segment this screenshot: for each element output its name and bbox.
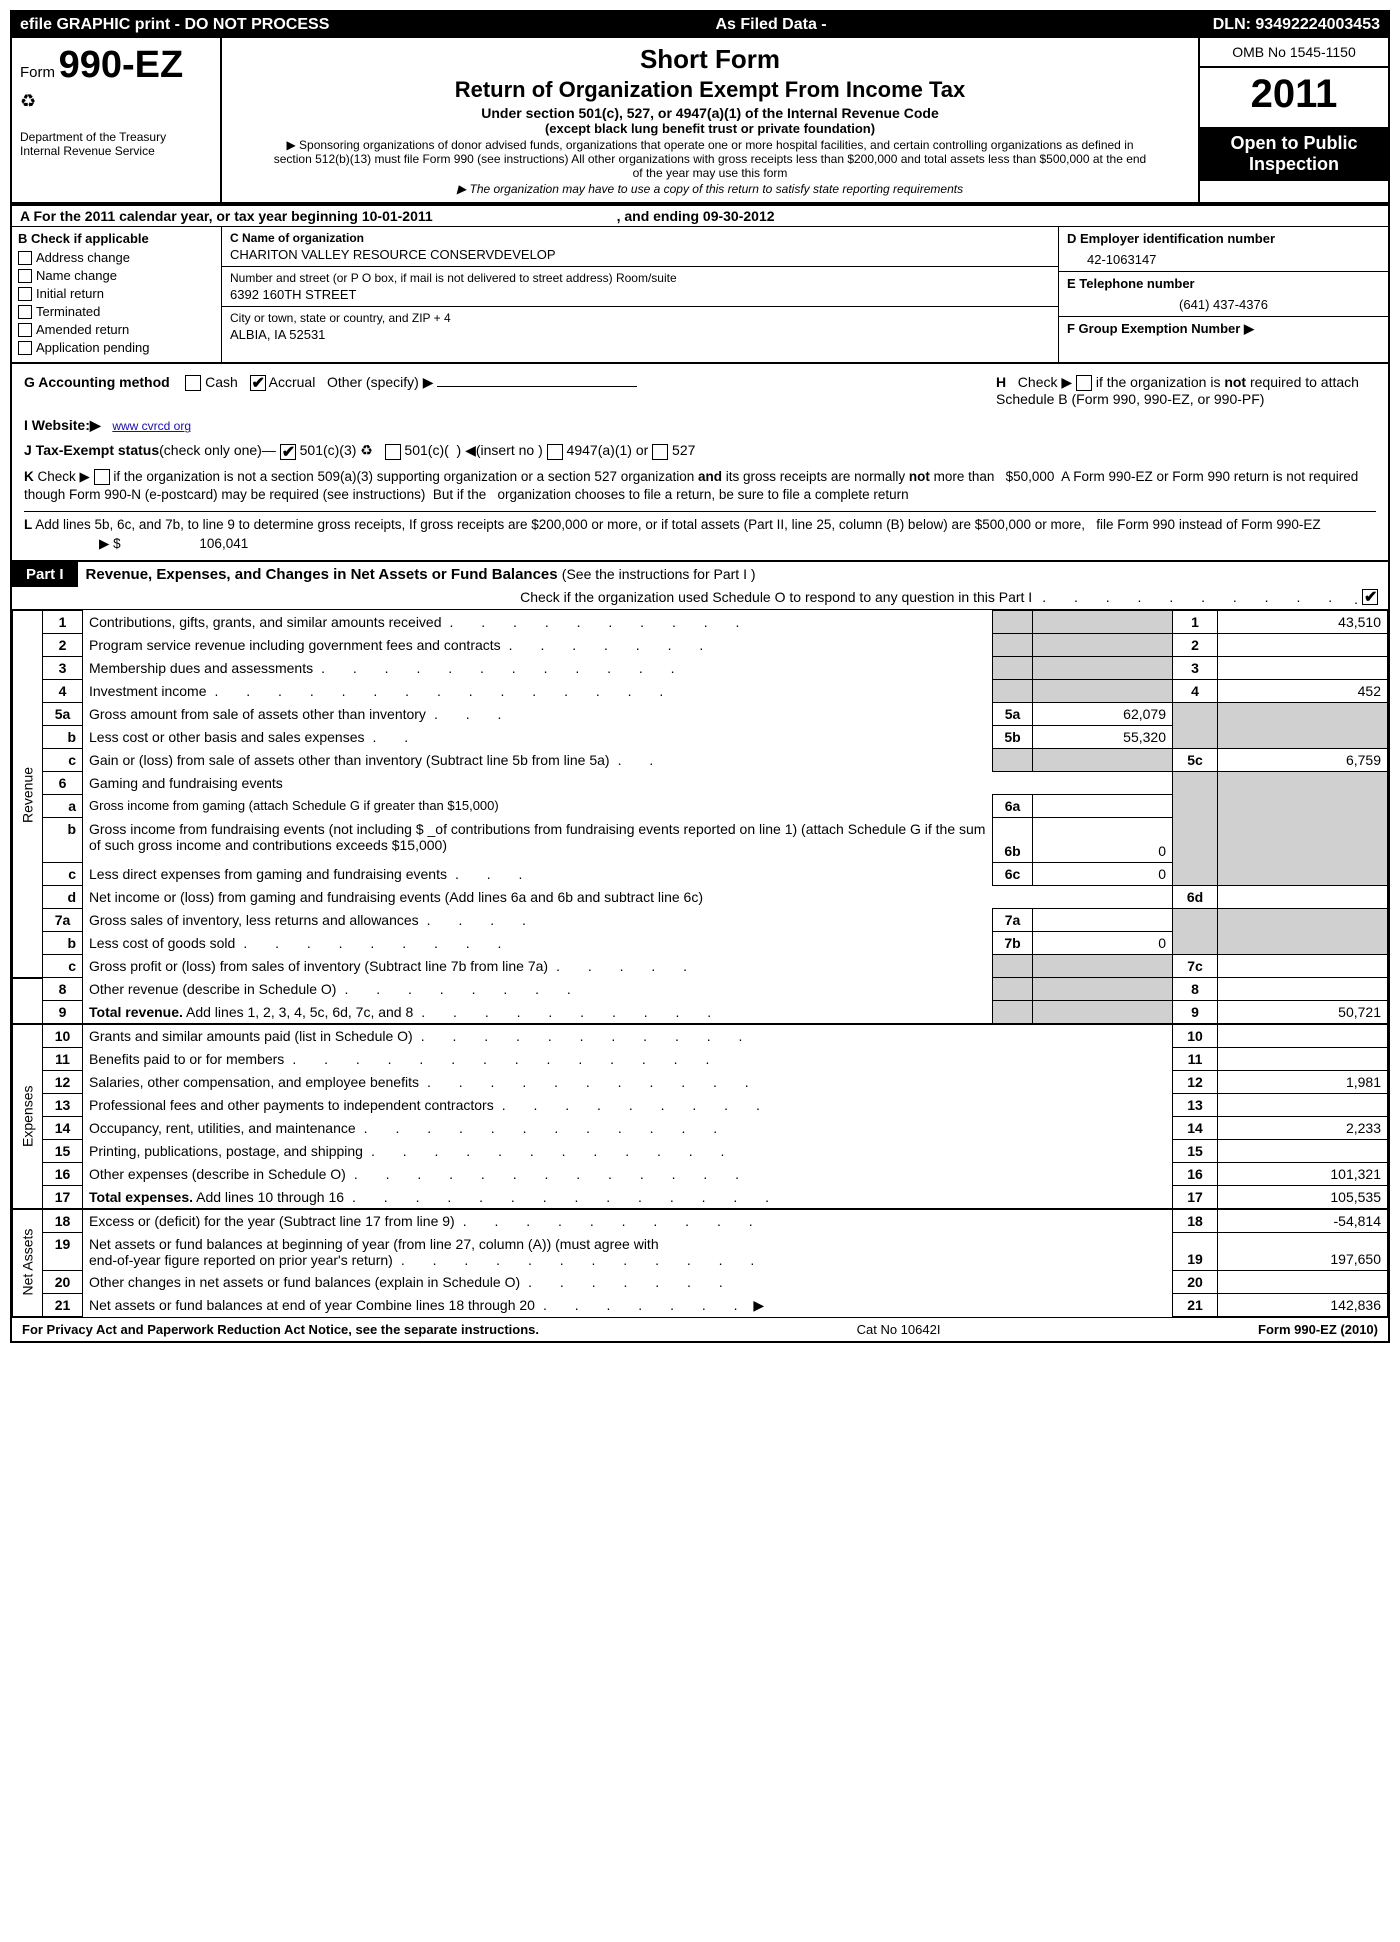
g-label: G Accounting method <box>24 374 170 390</box>
chk-schedule-o[interactable] <box>1362 589 1378 605</box>
section-a-ending: , and ending 09-30-2012 <box>617 208 775 224</box>
form-prefix: Form <box>20 64 55 81</box>
line-h: H Check ▶ if the organization is not req… <box>996 374 1376 407</box>
form-990ez-page: efile GRAPHIC print - DO NOT PROCESS As … <box>10 10 1390 1343</box>
part1-check-o: Check if the organization used Schedule … <box>12 587 1388 610</box>
street-value: 6392 160TH STREET <box>230 287 1050 302</box>
footer-right: Form 990-EZ (2010) <box>1258 1322 1378 1337</box>
org-name-label: C Name of organization <box>230 231 1050 245</box>
top-bar: efile GRAPHIC print - DO NOT PROCESS As … <box>12 12 1388 38</box>
section-a-text: A For the 2011 calendar year, or tax yea… <box>20 208 433 224</box>
part1-header: Part I Revenue, Expenses, and Changes in… <box>12 560 1388 587</box>
topbar-right: DLN: 93492224003453 <box>1213 16 1380 34</box>
line-g-h: G Accounting method Cash Accrual Other (… <box>24 374 1376 407</box>
chk-h[interactable] <box>1076 375 1092 391</box>
checkbox-icon <box>18 341 32 355</box>
city-value: ALBIA, IA 52531 <box>230 327 1050 342</box>
checkbox-icon <box>18 287 32 301</box>
open-public-1: Open to Public <box>1206 133 1382 154</box>
chk-501c3[interactable] <box>280 444 296 460</box>
line-g: G Accounting method Cash Accrual Other (… <box>24 374 637 407</box>
header-note1: ▶ Sponsoring organizations of donor advi… <box>270 138 1150 180</box>
street-block: Number and street (or P O box, if mail i… <box>222 267 1058 307</box>
side-revenue: Revenue <box>13 611 43 978</box>
checkbox-icon <box>18 323 32 337</box>
chk-k[interactable] <box>94 469 110 485</box>
section-a: A For the 2011 calendar year, or tax yea… <box>12 204 1388 227</box>
group-exempt-label: F Group Exemption Number ▶ <box>1067 321 1380 337</box>
footer-mid: Cat No 10642I <box>857 1322 941 1337</box>
website-link[interactable]: www cvrcd org <box>112 419 191 433</box>
topbar-mid: As Filed Data - <box>715 16 826 34</box>
topbar-left: efile GRAPHIC print - DO NOT PROCESS <box>20 16 329 34</box>
header-row: Form 990-EZ ♻ Department of the Treasury… <box>12 38 1388 204</box>
line-i: I Website:▶ www cvrcd org <box>24 417 1376 434</box>
chk-accrual[interactable] <box>250 375 266 391</box>
city-block: City or town, state or country, and ZIP … <box>222 307 1058 346</box>
org-name-value: CHARITON VALLEY RESOURCE CONSERVDEVELOP <box>230 247 1050 262</box>
side-netassets: Net Assets <box>13 1209 43 1317</box>
tel-value: (641) 437-4376 <box>1067 297 1380 312</box>
header-right: OMB No 1545-1150 2011 Open to Public Ins… <box>1198 38 1388 202</box>
tel-label: E Telephone number <box>1067 276 1380 291</box>
checkbox-icon <box>18 251 32 265</box>
chk-cash[interactable] <box>185 375 201 391</box>
street-label: Number and street (or P O box, if mail i… <box>230 271 1050 285</box>
org-name-block: C Name of organization CHARITON VALLEY R… <box>222 227 1058 267</box>
part1-title: Revenue, Expenses, and Changes in Net As… <box>78 562 1388 587</box>
dept-irs: Internal Revenue Service <box>20 144 212 158</box>
ein-value: 42-1063147 <box>1067 252 1380 267</box>
chk-amended[interactable]: Amended return <box>18 322 215 337</box>
tax-year: 2011 <box>1200 68 1388 127</box>
column-c: C Name of organization CHARITON VALLEY R… <box>222 227 1058 362</box>
open-public-2: Inspection <box>1206 154 1382 175</box>
line-j: J Tax-Exempt status(check only one)— 501… <box>24 442 1376 459</box>
ein-block: D Employer identification number 42-1063… <box>1059 227 1388 272</box>
footer-left: For Privacy Act and Paperwork Reduction … <box>22 1322 539 1337</box>
chk-527[interactable] <box>652 444 668 460</box>
column-b: B Check if applicable Address change Nam… <box>12 227 222 362</box>
dept-treasury: Department of the Treasury <box>20 130 212 144</box>
part1-tag: Part I <box>12 562 78 587</box>
line-k: K Check ▶ if the organization is not a s… <box>24 468 1376 506</box>
column-d: D Employer identification number 42-1063… <box>1058 227 1388 362</box>
checkbox-icon <box>18 305 32 319</box>
part1-table: Revenue 1 Contributions, gifts, grants, … <box>12 610 1388 1317</box>
short-form-title: Short Form <box>230 44 1190 75</box>
recycle-icon: ♻ <box>20 91 36 112</box>
chk-501c[interactable] <box>385 444 401 460</box>
city-label: City or town, state or country, and ZIP … <box>230 311 1050 325</box>
omb-number: OMB No 1545-1150 <box>1200 38 1388 68</box>
header-left: Form 990-EZ ♻ Department of the Treasury… <box>12 38 222 202</box>
open-public: Open to Public Inspection <box>1200 127 1388 181</box>
group-exempt-block: F Group Exemption Number ▶ <box>1059 317 1388 341</box>
header-center: Short Form Return of Organization Exempt… <box>222 38 1198 202</box>
page-footer: For Privacy Act and Paperwork Reduction … <box>12 1317 1388 1341</box>
checkbox-icon <box>18 269 32 283</box>
chk-terminated[interactable]: Terminated <box>18 304 215 319</box>
side-expenses: Expenses <box>13 1024 43 1209</box>
tel-block: E Telephone number (641) 437-4376 <box>1059 272 1388 317</box>
bcdef-row: B Check if applicable Address change Nam… <box>12 227 1388 364</box>
header-note2: ▶ The organization may have to use a cop… <box>270 182 1150 196</box>
chk-name-change[interactable]: Name change <box>18 268 215 283</box>
except-line: (except black lung benefit trust or priv… <box>230 121 1190 136</box>
chk-address-change[interactable]: Address change <box>18 250 215 265</box>
lines-g-to-l: G Accounting method Cash Accrual Other (… <box>12 364 1388 560</box>
chk-initial-return[interactable]: Initial return <box>18 286 215 301</box>
ein-label: D Employer identification number <box>1067 231 1380 246</box>
other-specify-line[interactable] <box>437 386 637 387</box>
chk-pending[interactable]: Application pending <box>18 340 215 355</box>
form-number: 990-EZ <box>59 44 184 86</box>
return-title: Return of Organization Exempt From Incom… <box>230 77 1190 103</box>
col-b-title: B Check if applicable <box>18 231 215 246</box>
line-l: L Add lines 5b, 6c, and 7b, to line 9 to… <box>24 511 1376 554</box>
chk-4947[interactable] <box>547 444 563 460</box>
under-section: Under section 501(c), 527, or 4947(a)(1)… <box>230 105 1190 121</box>
